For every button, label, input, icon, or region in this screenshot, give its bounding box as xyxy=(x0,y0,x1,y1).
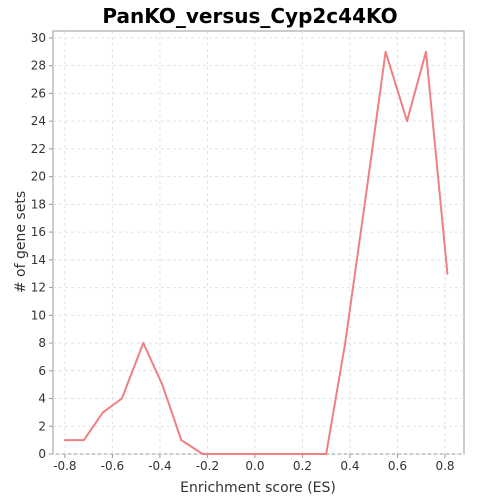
data-point xyxy=(384,50,387,53)
series-layer xyxy=(63,50,449,455)
data-point xyxy=(365,189,368,192)
y-tick-label: 22 xyxy=(31,142,46,156)
data-point xyxy=(63,439,66,442)
y-axis-label: # of gene sets xyxy=(13,191,29,293)
y-tick-label: 6 xyxy=(38,364,46,378)
data-point xyxy=(406,120,408,123)
y-tick-label: 10 xyxy=(31,308,46,322)
axis-ticks: -0.8 -0.6 -0.4 -0.2 0.0 0.2 0.4 0.6 0.8024681012… xyxy=(31,31,455,473)
data-point xyxy=(280,453,282,455)
data-point xyxy=(120,397,123,400)
data-point xyxy=(220,453,223,455)
x-tick-label: 0.8 xyxy=(435,459,454,473)
y-tick-label: 12 xyxy=(31,281,46,295)
plot-area xyxy=(52,30,465,455)
y-tick-label: 20 xyxy=(31,170,46,184)
data-point xyxy=(325,453,328,455)
y-tick-label: 0 xyxy=(38,447,46,461)
x-tick-label: 0.4 xyxy=(340,459,359,473)
chart-title: PanKO_versus_Cyp2c44KO xyxy=(102,4,397,28)
data-point xyxy=(201,453,204,455)
data-point xyxy=(82,439,85,442)
x-tick-label: -0.8 xyxy=(53,459,76,473)
data-point xyxy=(344,342,347,344)
y-tick-label: 4 xyxy=(38,392,46,406)
series-line xyxy=(63,50,449,455)
y-tick-label: 2 xyxy=(38,419,46,433)
data-point xyxy=(142,342,145,344)
x-tick-label: -0.4 xyxy=(148,459,171,473)
x-tick-label: -0.2 xyxy=(196,459,219,473)
data-point xyxy=(180,439,183,442)
y-tick-label: 8 xyxy=(38,336,46,350)
y-tick-label: 18 xyxy=(31,197,46,211)
data-point xyxy=(261,453,263,455)
y-tick-label: 16 xyxy=(31,225,46,239)
y-tick-label: 14 xyxy=(31,253,46,267)
y-tick-label: 26 xyxy=(31,86,46,100)
y-tick-label: 28 xyxy=(31,59,46,73)
x-axis-label: Enrichment score (ES) xyxy=(180,480,336,496)
y-tick-label: 24 xyxy=(31,114,46,128)
x-tick-label: 0.0 xyxy=(245,459,264,473)
data-point xyxy=(161,383,164,386)
data-point xyxy=(425,50,427,53)
data-point xyxy=(299,453,301,455)
data-point xyxy=(239,453,242,455)
x-tick-label: 0.6 xyxy=(388,459,407,473)
data-point xyxy=(446,272,449,275)
data-point xyxy=(101,411,104,414)
x-tick-label: 0.2 xyxy=(293,459,312,473)
y-tick-label: 30 xyxy=(31,31,46,45)
x-tick-label: -0.6 xyxy=(101,459,124,473)
